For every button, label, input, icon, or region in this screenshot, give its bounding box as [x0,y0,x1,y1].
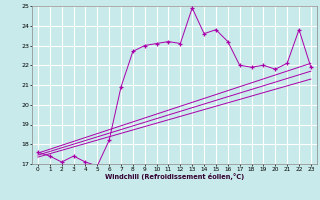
X-axis label: Windchill (Refroidissement éolien,°C): Windchill (Refroidissement éolien,°C) [105,173,244,180]
